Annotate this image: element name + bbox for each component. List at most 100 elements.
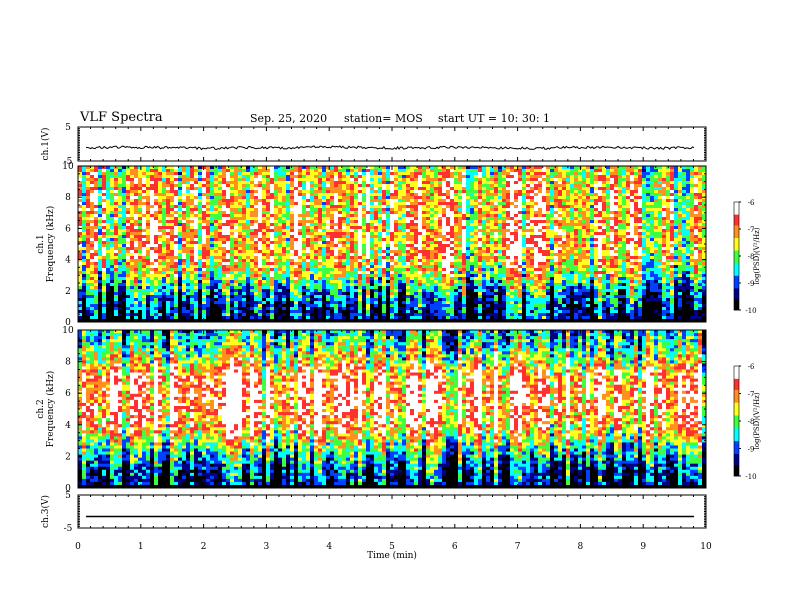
spectrogram-cell xyxy=(314,286,318,289)
spectrogram-cell xyxy=(90,301,94,304)
spectrogram-cell xyxy=(166,283,170,286)
spectrogram-cell xyxy=(86,292,90,295)
spectrogram-cell xyxy=(314,292,318,295)
spectrogram-cell xyxy=(382,271,386,274)
spectrogram-cell xyxy=(298,232,302,235)
spectrogram-cell xyxy=(366,208,370,211)
spectrogram-cell xyxy=(362,238,366,241)
spectrogram-cell xyxy=(350,298,354,301)
spectrogram-cell xyxy=(174,301,178,304)
spectrogram-cell xyxy=(178,208,182,211)
spectrogram-cell xyxy=(262,184,266,187)
spectrogram-cell xyxy=(158,214,162,217)
spectrogram-cell xyxy=(338,265,342,268)
spectrogram-cell xyxy=(78,310,82,313)
spectrogram-cell xyxy=(374,268,378,271)
spectrogram-cell xyxy=(262,214,266,217)
spectrogram-cell xyxy=(130,241,134,244)
spectrogram-cell xyxy=(314,304,318,307)
spectrogram-cell xyxy=(322,256,326,259)
spectrogram-cell xyxy=(362,184,366,187)
spectrogram-cell xyxy=(126,256,130,259)
spectrogram-cell xyxy=(330,235,334,238)
spectrogram-cell xyxy=(142,292,146,295)
spectrogram-cell xyxy=(326,259,330,262)
spectrogram-cell xyxy=(250,304,254,307)
spectrogram-cell xyxy=(274,292,278,295)
spectrogram-cell xyxy=(322,235,326,238)
spectrogram-cell xyxy=(306,232,310,235)
spectrogram-cell xyxy=(174,232,178,235)
spectrogram-cell xyxy=(98,223,102,226)
spectrogram-cell xyxy=(326,274,330,277)
spectrogram-cell xyxy=(258,196,262,199)
spectrogram-cell xyxy=(314,256,318,259)
spectrogram-cell xyxy=(106,205,110,208)
spectrogram-cell xyxy=(246,253,250,256)
spectrogram-cell xyxy=(198,217,202,220)
spectrogram-cell xyxy=(338,208,342,211)
spectrogram-cell xyxy=(234,244,238,247)
spectrogram-cell xyxy=(214,190,218,193)
spectrogram-cell xyxy=(370,217,374,220)
spectrogram-cell xyxy=(354,208,358,211)
spectrogram-cell xyxy=(386,262,390,265)
spectrogram-cell xyxy=(250,211,254,214)
spectrogram-cell xyxy=(374,277,378,280)
spectrogram-cell xyxy=(194,226,198,229)
spectrogram-cell xyxy=(214,211,218,214)
spectrogram-cell xyxy=(150,232,154,235)
spectrogram-cell xyxy=(294,244,298,247)
spectrogram-cell xyxy=(142,235,146,238)
spectrogram-cell xyxy=(218,259,222,262)
spectrogram-cell xyxy=(362,169,366,172)
spectrogram-cell xyxy=(370,238,374,241)
spectrogram-cell xyxy=(86,208,90,211)
spectrogram-cell xyxy=(118,265,122,268)
spectrogram-cell xyxy=(306,241,310,244)
spectrogram-cell xyxy=(362,199,366,202)
spectrogram-cell xyxy=(294,250,298,253)
spectrogram-cell xyxy=(218,223,222,226)
spectrogram-cell xyxy=(166,244,170,247)
spectrogram-cell xyxy=(342,247,346,250)
spectrogram-cell xyxy=(366,253,370,256)
spectrogram-cell xyxy=(262,295,266,298)
spectrogram-cell xyxy=(210,193,214,196)
spectrogram-cell xyxy=(318,211,322,214)
spectrogram-cell xyxy=(234,220,238,223)
spectrogram-cell xyxy=(378,172,382,175)
spectrogram-cell xyxy=(214,277,218,280)
spectrogram-cell xyxy=(126,205,130,208)
spectrogram-cell xyxy=(238,301,242,304)
spectrogram-cell xyxy=(78,301,82,304)
spectrogram-cell xyxy=(318,292,322,295)
spectrogram-cell xyxy=(86,238,90,241)
spectrogram-cell xyxy=(210,244,214,247)
spectrogram-cell xyxy=(202,190,206,193)
spectrogram-cell xyxy=(166,250,170,253)
spectrogram-cell xyxy=(298,217,302,220)
spectrogram-cell xyxy=(250,253,254,256)
spectrogram-cell xyxy=(114,271,118,274)
spectrogram-cell xyxy=(334,259,338,262)
spectrogram-cell xyxy=(374,304,378,307)
spectrogram-cell xyxy=(270,295,274,298)
spectrogram-cell xyxy=(318,226,322,229)
spectrogram-cell xyxy=(358,169,362,172)
spectrogram-cell xyxy=(354,244,358,247)
spectrogram-cell xyxy=(98,199,102,202)
spectrogram-cell xyxy=(130,313,134,316)
spectrogram-cell xyxy=(286,247,290,250)
spectrogram-cell xyxy=(390,223,394,226)
spectrogram-cell xyxy=(178,187,182,190)
spectrogram-cell xyxy=(110,232,114,235)
spectrogram-cell xyxy=(302,175,306,178)
spectrogram-cell xyxy=(182,229,186,232)
spectrogram-cell xyxy=(146,301,150,304)
spectrogram-cell xyxy=(302,298,306,301)
spectrogram-cell xyxy=(326,271,330,274)
spectrogram-cell xyxy=(286,211,290,214)
spectrogram-cell xyxy=(90,316,94,319)
spectrogram-cell xyxy=(378,205,382,208)
